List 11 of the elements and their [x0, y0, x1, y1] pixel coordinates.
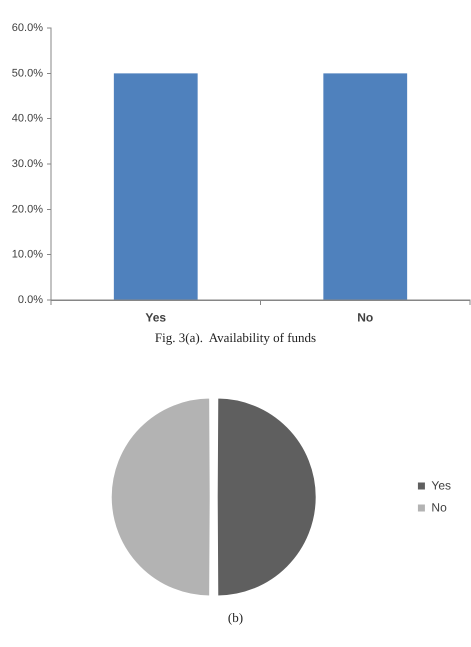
y-tick-label: 40.0% — [12, 112, 44, 125]
y-tick-label: 60.0% — [12, 22, 44, 34]
caption: Fig. 3(a). Availability of funds — [154, 330, 318, 346]
y-tick-label: 20.0% — [12, 203, 44, 216]
text: (b) — [226, 610, 244, 626]
y-tick-label: 50.0% — [12, 67, 44, 80]
y-tick-label: 10.0% — [12, 248, 44, 261]
legend-label: Yes — [431, 478, 451, 492]
legend-label: No — [431, 500, 448, 514]
y-tick-label: 30.0% — [12, 158, 44, 170]
y-tick-label: 0.0% — [18, 294, 44, 306]
